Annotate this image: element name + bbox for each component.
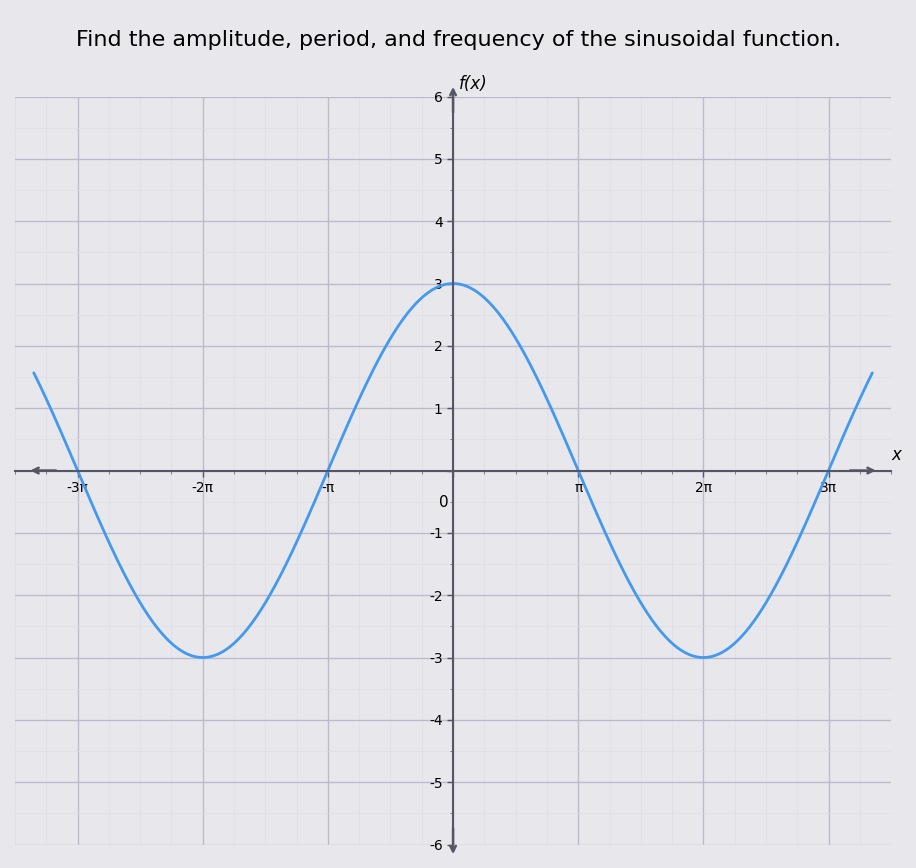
- Text: 0: 0: [439, 496, 448, 510]
- Text: f(x): f(x): [459, 76, 488, 94]
- Text: Find the amplitude, period, and frequency of the sinusoidal function.: Find the amplitude, period, and frequenc…: [75, 30, 841, 50]
- Text: x: x: [891, 446, 901, 464]
